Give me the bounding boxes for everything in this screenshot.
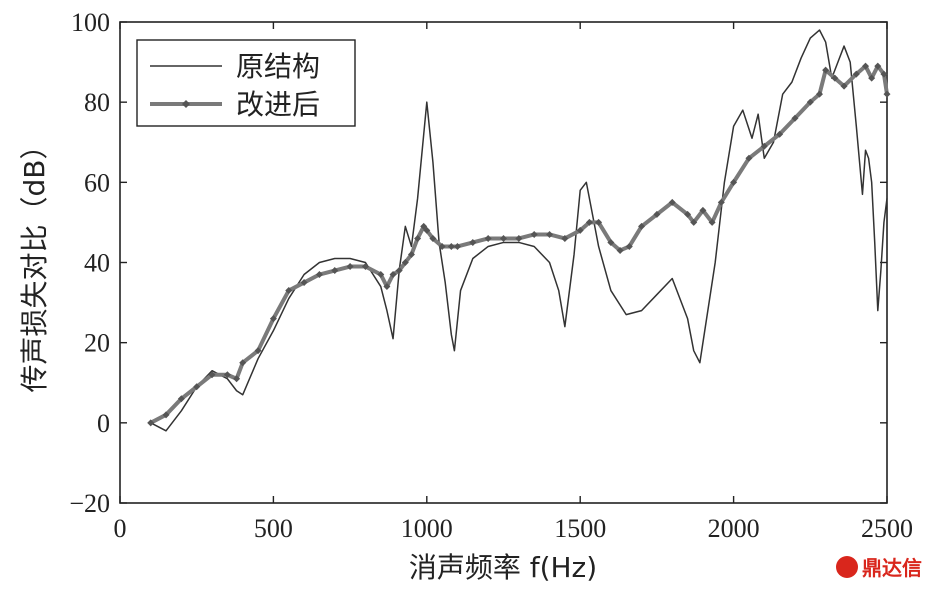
series-point-2	[233, 375, 241, 383]
legend: 原结构 改进后	[136, 39, 356, 127]
series-point-2	[447, 242, 455, 250]
series-point-2	[300, 279, 308, 287]
series-line-2	[149, 64, 889, 425]
series-point-2	[868, 74, 876, 82]
series-point-2	[223, 371, 231, 379]
x-tick-label: 1000	[401, 514, 453, 543]
series-point-2	[708, 218, 716, 226]
series-point-2	[429, 234, 437, 242]
series-point-2	[595, 218, 603, 226]
series-point-2	[638, 222, 646, 230]
series-point-2	[469, 238, 477, 246]
series-point-2	[717, 198, 725, 206]
y-tick-label: 60	[84, 168, 110, 197]
series-point-2	[269, 315, 277, 323]
series-point-2	[607, 238, 615, 246]
series-point-2	[745, 154, 753, 162]
y-tick-label: 100	[71, 8, 110, 37]
series-point-2	[576, 226, 584, 234]
y-axis-label: 传声损失对比（dB）	[18, 132, 51, 393]
watermark: 鼎达信	[836, 552, 922, 581]
x-tick-label: 1500	[554, 514, 606, 543]
series-point-2	[500, 234, 507, 242]
series-point-2	[760, 142, 768, 150]
series-point-2	[331, 267, 339, 275]
series-point-2	[776, 130, 784, 138]
y-tick-label: 40	[84, 249, 110, 278]
series-point-2	[254, 347, 262, 355]
y-tick-label: 20	[84, 329, 110, 358]
series-point-2	[407, 250, 415, 258]
series-group	[147, 29, 891, 432]
series-point-2	[822, 66, 830, 74]
series-point-2	[383, 283, 391, 291]
series-point-2	[730, 178, 738, 186]
y-tick-label: 80	[84, 88, 110, 117]
series-point-2	[162, 411, 170, 419]
brand-logo-icon	[836, 555, 858, 578]
series-point-2	[438, 242, 446, 250]
series-point-2	[377, 271, 385, 279]
legend-marker-2	[182, 100, 190, 108]
series-point-2	[208, 371, 216, 379]
series-point-2	[699, 206, 707, 214]
watermark-text: 鼎达信	[862, 556, 922, 580]
series-point-2	[147, 419, 155, 427]
series-point-2	[315, 271, 323, 279]
series-point-2	[791, 114, 799, 122]
series-point-2	[668, 198, 676, 206]
series-point-2	[625, 242, 633, 250]
series-point-2	[852, 70, 860, 78]
legend-label-2: 改进后	[236, 88, 320, 121]
series-point-2	[177, 395, 185, 403]
series-point-2	[806, 98, 814, 106]
series-line-1	[150, 29, 888, 432]
y-tick-label: 0	[97, 409, 110, 438]
legend-box	[136, 39, 356, 127]
series-point-2	[193, 383, 201, 391]
series-point-2	[395, 267, 403, 275]
series-point-2	[414, 234, 422, 242]
series-point-2	[423, 226, 431, 234]
series-point-2	[239, 359, 247, 367]
series-point-2	[389, 271, 397, 279]
series-point-2	[546, 230, 554, 238]
series-point-2	[653, 210, 661, 218]
y-tick-label: −20	[69, 489, 110, 518]
series-point-2	[401, 259, 409, 266]
x-tick-label: 2500	[861, 514, 913, 543]
series-point-2	[420, 222, 428, 230]
series-point-2	[346, 263, 354, 271]
series-point-2	[690, 218, 698, 226]
series-point-2	[880, 70, 888, 78]
legend-label-1: 原结构	[236, 50, 320, 83]
series-point-2	[684, 210, 692, 218]
series-point-2	[585, 218, 593, 226]
x-tick-label: 500	[254, 514, 293, 543]
series-point-2	[874, 62, 882, 70]
series-point-2	[862, 62, 870, 70]
x-tick-label: 0	[114, 514, 127, 543]
series-point-2	[840, 82, 848, 90]
series-point-2	[816, 90, 824, 98]
series-point-2	[831, 74, 839, 82]
series-point-2	[453, 242, 461, 250]
series-point-2	[561, 234, 569, 242]
series-point-2	[361, 263, 369, 271]
series-point-2	[285, 287, 293, 295]
x-tick-label: 2000	[708, 514, 760, 543]
x-axis-label: 消声频率 f(Hz)	[409, 551, 597, 584]
series-point-2	[616, 246, 624, 254]
series-point-2	[530, 230, 538, 238]
series-point-2	[883, 90, 891, 98]
series-point-2	[515, 234, 523, 242]
series-point-2	[484, 234, 492, 242]
